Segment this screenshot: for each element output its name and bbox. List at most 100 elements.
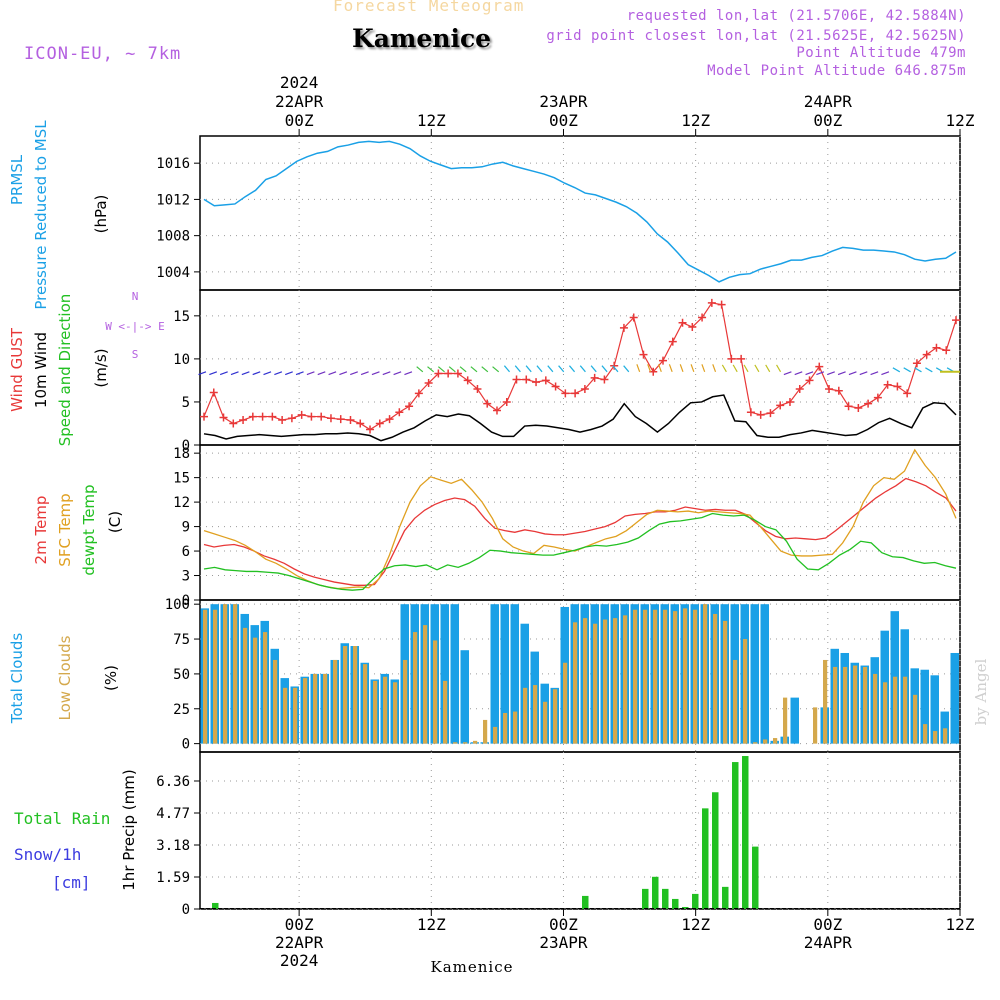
low-cloud-bar <box>523 687 528 744</box>
total-cloud-bar <box>440 604 449 744</box>
wind-direction-arrow <box>525 365 532 373</box>
gust-marker <box>942 346 951 355</box>
gust-marker <box>737 354 746 363</box>
gust-marker <box>483 399 492 408</box>
snow-label: Snow/1h <box>14 845 81 864</box>
low-cloud-bar <box>843 666 848 744</box>
grid-point-coords: grid point closest lon,lat (21.5625E, 42… <box>546 28 966 44</box>
low-cloud-bar <box>323 673 328 744</box>
low-cloud-bar <box>263 632 268 744</box>
wind-direction-arrow <box>712 364 717 373</box>
rain-bar <box>732 762 739 909</box>
total-cloud-bar <box>460 650 469 744</box>
x-tick-label-top: 00Z <box>549 111 578 130</box>
x-tick-label-bottom: 12Z <box>681 915 710 934</box>
rain-bar <box>672 898 679 909</box>
gust-marker <box>864 399 873 408</box>
x-tick-label-bottom: 12Z <box>417 915 446 934</box>
gust-marker <box>239 416 248 425</box>
y-tick-label: 6 <box>182 544 190 560</box>
wind-direction-arrow <box>848 371 857 376</box>
total-rain-label: Total Rain <box>14 809 110 828</box>
wind-direction-arrow <box>437 366 445 373</box>
gust-marker <box>346 416 355 425</box>
wind-direction-arrow <box>230 371 239 376</box>
wind-direction-arrow <box>794 371 803 376</box>
panel-frame <box>199 751 961 910</box>
low-cloud-bar <box>513 711 518 744</box>
low-cloud-bar <box>683 608 688 744</box>
y-tick-label: 9 <box>182 520 190 536</box>
low-cloud-bar <box>693 609 698 744</box>
gust-marker <box>903 389 912 398</box>
total-cloud-bar <box>940 711 949 744</box>
y-tick-label: 1012 <box>156 192 190 208</box>
low-cloud-bar <box>613 618 618 744</box>
low-cloud-bar <box>583 618 588 744</box>
y-tick-label: 1.59 <box>156 870 190 886</box>
total-cloud-bar <box>790 697 799 744</box>
x-tick-label-top: 12Z <box>417 111 446 130</box>
gust-marker <box>571 389 580 398</box>
rain-bar <box>722 886 729 909</box>
gust-marker <box>268 412 277 421</box>
low-cloud-bar <box>813 707 818 744</box>
total-clouds-label: Total Clouds <box>8 633 26 725</box>
wind-direction-arrow <box>590 365 597 373</box>
wind-direction-arrow <box>612 365 619 373</box>
wind-direction-arrow <box>295 371 304 376</box>
gust-marker <box>727 354 736 363</box>
low-cloud-bar <box>633 609 638 744</box>
gust-marker <box>385 415 394 424</box>
panel-pressure: 1004 1008 1012 1016 <box>156 135 961 291</box>
gust-marker <box>219 413 228 422</box>
compass-we: W <-|-> E <box>105 320 165 333</box>
gust-marker <box>600 375 609 384</box>
low-cloud-bar <box>413 632 418 744</box>
total-cloud-bar <box>920 669 929 744</box>
wind-direction-arrow <box>579 365 586 373</box>
y-tick-label: 5 <box>182 395 190 411</box>
x-tick-label-bottom: 22APR <box>275 933 324 952</box>
gust-marker <box>258 412 267 421</box>
rain-bar <box>582 895 589 909</box>
total-cloud-bar <box>760 604 769 744</box>
low-cloud-bar <box>593 623 598 744</box>
wind-direction-arrow <box>209 371 218 376</box>
rain-bar <box>682 906 689 909</box>
total-cloud-bar <box>520 623 529 744</box>
snow-unit-label: [cm] <box>52 873 91 892</box>
wind-direction-arrow <box>914 367 922 373</box>
low-cloud-bar <box>493 726 498 744</box>
wind-speed-line <box>203 394 957 442</box>
gust-marker <box>307 412 316 421</box>
low-cloud-bar <box>653 609 658 744</box>
pressure-long-label: Pressure Reduced to MSL <box>32 120 50 310</box>
y-tick-label: 100 <box>165 597 190 613</box>
wind-direction-arrow <box>263 371 272 376</box>
low-cloud-bar <box>773 738 778 744</box>
gust-marker <box>678 318 687 327</box>
y-tick-label: 15 <box>173 471 190 487</box>
y-tick-label: 0 <box>182 902 190 918</box>
temp-unit-label: (C) <box>106 511 124 533</box>
wind-direction-arrow <box>285 371 293 376</box>
rain-bar <box>642 888 649 909</box>
wind-direction-arrow <box>601 365 608 373</box>
x-tick-label-bottom: 23APR <box>539 933 588 952</box>
wind-direction-arrow <box>903 367 911 373</box>
low-cloud-bar <box>873 673 878 744</box>
gust-marker <box>688 323 697 332</box>
gust-marker <box>209 388 218 397</box>
gust-marker <box>287 414 296 423</box>
wind-direction-arrow <box>198 371 207 376</box>
gust-marker <box>932 343 941 352</box>
total-cloud-bar <box>500 604 509 744</box>
low-cloud-bar <box>213 609 218 744</box>
point-altitude: Point Altitude 479m <box>796 45 966 61</box>
gust-marker <box>444 369 453 378</box>
gust-marker <box>463 376 472 385</box>
gust-marker <box>825 385 834 394</box>
low-cloud-bar <box>353 646 358 744</box>
